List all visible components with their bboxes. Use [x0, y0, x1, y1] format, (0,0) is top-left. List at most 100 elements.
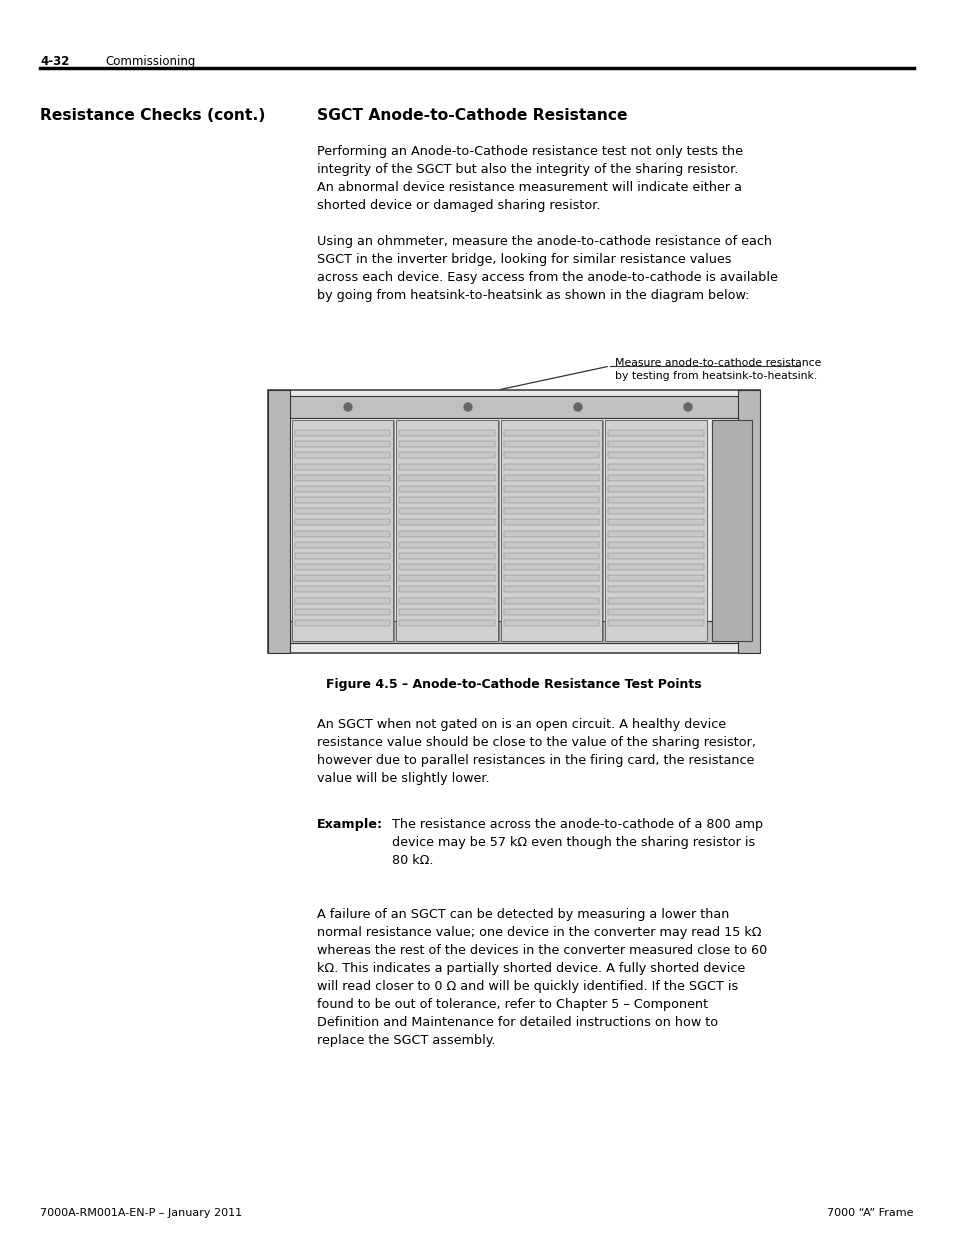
Bar [738, 390, 760, 653]
Bar [608, 576, 703, 582]
Bar [711, 420, 751, 641]
Bar [396, 420, 497, 641]
Circle shape [344, 403, 352, 411]
Bar [399, 474, 495, 480]
Bar [503, 576, 598, 582]
Bar [503, 520, 598, 525]
Bar [608, 508, 703, 514]
Bar [608, 430, 703, 436]
Circle shape [463, 403, 472, 411]
Bar [294, 520, 390, 525]
Bar [399, 553, 495, 559]
Bar [399, 508, 495, 514]
Bar [608, 542, 703, 548]
Bar [503, 553, 598, 559]
Bar [503, 441, 598, 447]
Bar [503, 463, 598, 469]
Bar [294, 598, 390, 604]
Bar [273, 396, 754, 417]
Bar [608, 452, 703, 458]
Bar [608, 609, 703, 615]
Bar [399, 598, 495, 604]
Bar [294, 609, 390, 615]
Bar [503, 609, 598, 615]
Bar [399, 520, 495, 525]
Bar [399, 463, 495, 469]
Bar [503, 598, 598, 604]
Bar [503, 452, 598, 458]
Bar [268, 390, 760, 653]
Bar [608, 531, 703, 537]
Bar [399, 576, 495, 582]
Text: Figure 4.5 – Anode-to-Cathode Resistance Test Points: Figure 4.5 – Anode-to-Cathode Resistance… [326, 678, 701, 692]
Text: An SGCT when not gated on is an open circuit. A healthy device
resistance value : An SGCT when not gated on is an open cir… [316, 718, 755, 785]
Bar [399, 531, 495, 537]
Text: 7000 “A” Frame: 7000 “A” Frame [826, 1208, 913, 1218]
Bar [500, 420, 602, 641]
Bar [399, 542, 495, 548]
Text: Performing an Anode-to-Cathode resistance test not only tests the
integrity of t: Performing an Anode-to-Cathode resistanc… [316, 144, 742, 212]
Bar [608, 441, 703, 447]
Bar [399, 430, 495, 436]
Bar [294, 496, 390, 503]
Bar [503, 430, 598, 436]
Bar [608, 485, 703, 492]
Bar [294, 463, 390, 469]
Bar [399, 441, 495, 447]
Bar [294, 474, 390, 480]
Bar [608, 598, 703, 604]
Bar [608, 587, 703, 593]
Bar [503, 542, 598, 548]
Bar [605, 420, 706, 641]
Bar [399, 452, 495, 458]
Text: 7000A-RM001A-EN-P – January 2011: 7000A-RM001A-EN-P – January 2011 [40, 1208, 242, 1218]
Bar [503, 531, 598, 537]
Bar [503, 474, 598, 480]
Bar [503, 485, 598, 492]
Bar [608, 520, 703, 525]
Text: A failure of an SGCT can be detected by measuring a lower than
normal resistance: A failure of an SGCT can be detected by … [316, 908, 766, 1047]
Bar [294, 564, 390, 571]
Text: 4-32: 4-32 [40, 56, 70, 68]
Bar [294, 542, 390, 548]
Bar [294, 531, 390, 537]
Bar [273, 621, 754, 643]
Circle shape [574, 403, 581, 411]
Text: Resistance Checks (cont.): Resistance Checks (cont.) [40, 107, 265, 124]
Bar [608, 553, 703, 559]
Bar [503, 508, 598, 514]
Bar [399, 620, 495, 626]
Bar [292, 420, 393, 641]
Circle shape [683, 403, 691, 411]
Bar [503, 496, 598, 503]
Bar [608, 620, 703, 626]
Bar [608, 564, 703, 571]
Text: SGCT Anode-to-Cathode Resistance: SGCT Anode-to-Cathode Resistance [316, 107, 627, 124]
Text: The resistance across the anode-to-cathode of a 800 amp
device may be 57 kΩ even: The resistance across the anode-to-catho… [392, 818, 762, 867]
Bar [503, 620, 598, 626]
Bar [399, 609, 495, 615]
Bar [399, 587, 495, 593]
Bar [608, 474, 703, 480]
Bar [503, 564, 598, 571]
Bar [399, 485, 495, 492]
Bar [294, 620, 390, 626]
Bar [294, 576, 390, 582]
Text: Example:: Example: [316, 818, 383, 831]
Bar [294, 508, 390, 514]
Bar [399, 496, 495, 503]
Bar [399, 564, 495, 571]
Text: Using an ohmmeter, measure the anode-to-cathode resistance of each
SGCT in the i: Using an ohmmeter, measure the anode-to-… [316, 235, 777, 303]
Text: Measure anode-to-cathode resistance
by testing from heatsink-to-heatsink.: Measure anode-to-cathode resistance by t… [615, 358, 821, 382]
Bar [294, 441, 390, 447]
Bar [503, 587, 598, 593]
Bar [268, 390, 290, 653]
Bar [294, 587, 390, 593]
Bar [294, 430, 390, 436]
Bar [294, 553, 390, 559]
Bar [608, 463, 703, 469]
Bar [608, 496, 703, 503]
Bar [294, 485, 390, 492]
Bar [294, 452, 390, 458]
Text: Commissioning: Commissioning [105, 56, 195, 68]
